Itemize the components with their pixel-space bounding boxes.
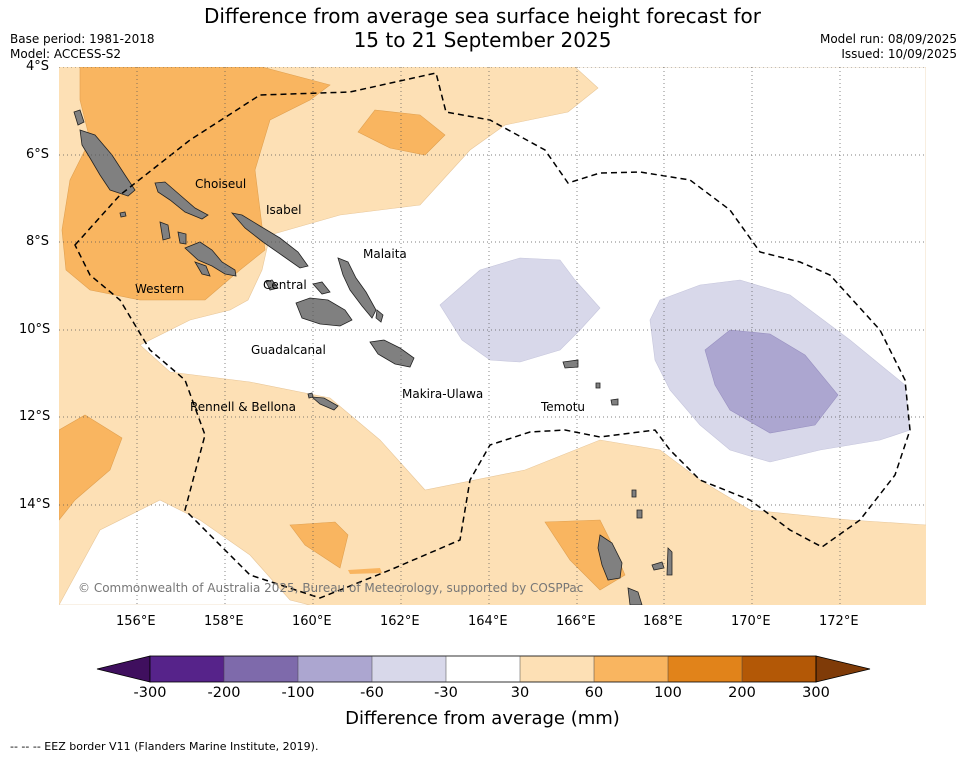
title-line-1: Difference from average sea surface heig… bbox=[203, 4, 762, 28]
anomaly-60-100-east-patch bbox=[357, 109, 446, 156]
land-masses bbox=[73, 109, 673, 605]
label-choiseul: Choiseul bbox=[195, 177, 246, 191]
island-malakula bbox=[627, 587, 643, 605]
anomaly-minus60-100-east bbox=[704, 329, 839, 434]
lon-label-168e: 168°E bbox=[643, 614, 683, 629]
label-malaita: Malaita bbox=[363, 247, 407, 261]
map-title: Difference from average sea surface heig… bbox=[0, 4, 965, 52]
lat-label-8s: 8°S bbox=[26, 234, 50, 249]
island-banks bbox=[636, 509, 643, 519]
lon-label-160e: 160°E bbox=[292, 614, 332, 629]
island-vanikoro bbox=[610, 398, 619, 406]
island-rendova bbox=[194, 261, 211, 277]
label-temotu: Temotu bbox=[540, 400, 585, 414]
lon-label-172e: 172°E bbox=[819, 614, 859, 629]
colorbar-tick-minus30: -30 bbox=[434, 685, 458, 701]
lon-label-156e: 156°E bbox=[116, 614, 156, 629]
place-labels: Choiseul Isabel Malaita Western Central … bbox=[135, 177, 585, 414]
lon-label-166e: 166°E bbox=[556, 614, 596, 629]
colorbar-tick-minus200: -200 bbox=[207, 685, 241, 701]
label-makira-ulawa: Makira-Ulawa bbox=[402, 387, 483, 401]
colorbar-bin-2 bbox=[224, 656, 298, 682]
map-area: Choiseul Isabel Malaita Western Central … bbox=[59, 67, 926, 605]
colorbar bbox=[96, 655, 871, 683]
lon-label-164e: 164°E bbox=[468, 614, 508, 629]
eez-legend: -- -- -- EEZ border V11 (Flanders Marine… bbox=[10, 740, 319, 753]
island-south-malaita bbox=[375, 309, 384, 323]
island-new-georgia bbox=[184, 241, 237, 277]
graticule bbox=[59, 67, 926, 605]
colorbar-bin-1 bbox=[150, 656, 224, 682]
anomaly-60-100-southwest bbox=[59, 414, 123, 521]
island-guadalcanal bbox=[295, 297, 353, 327]
model-run: Model run: 08/09/2025 bbox=[819, 32, 957, 46]
island-makira bbox=[369, 339, 415, 368]
island-rennell bbox=[310, 396, 339, 411]
label-isabel: Isabel bbox=[266, 203, 301, 217]
model-name: Model: ACCESS-S2 bbox=[10, 47, 122, 61]
island-nendo bbox=[562, 359, 579, 369]
island-russell bbox=[265, 279, 279, 291]
island-pentecost bbox=[666, 547, 673, 576]
lat-label-6s: 6°S bbox=[26, 147, 50, 162]
lat-label-4s: 4°S bbox=[26, 59, 50, 74]
lat-label-14s: 14°S bbox=[19, 497, 51, 512]
island-vella-lavella bbox=[159, 221, 171, 241]
colorbar-title: Difference from average (mm) bbox=[345, 708, 620, 729]
meta-left: Base period: 1981-2018 Model: ACCESS-S2 bbox=[10, 32, 155, 62]
anomaly-neutral-southwest bbox=[59, 499, 311, 605]
colorbar-bin-5 bbox=[446, 656, 520, 682]
island-buka bbox=[73, 109, 85, 126]
copyright-notice: © Commonwealth of Australia 2025, Bureau… bbox=[78, 581, 583, 595]
colorbar-low-extension bbox=[96, 655, 151, 683]
label-rennell-bellona: Rennell & Bellona bbox=[190, 400, 296, 414]
island-ranongga bbox=[177, 231, 187, 245]
colorbar-bin-8 bbox=[668, 656, 742, 682]
island-utupua bbox=[595, 382, 601, 389]
anomaly-60-100-strip bbox=[348, 568, 382, 574]
colorbar-tick-300: 300 bbox=[802, 685, 830, 701]
colorbar-tick-minus60: -60 bbox=[360, 685, 384, 701]
label-western: Western bbox=[135, 282, 184, 296]
island-malaita bbox=[337, 257, 377, 319]
eez-border bbox=[74, 72, 911, 599]
lon-label-170e: 170°E bbox=[731, 614, 771, 629]
label-central: Central bbox=[263, 278, 307, 292]
lat-label-12s: 12°S bbox=[19, 409, 51, 424]
colorbar-tick-200: 200 bbox=[728, 685, 756, 701]
colorbar-bin-7 bbox=[594, 656, 668, 682]
island-espiritu-santo bbox=[597, 534, 623, 581]
colorbar-bin-9 bbox=[742, 656, 816, 682]
label-guadalcanal: Guadalcanal bbox=[251, 343, 326, 357]
colorbar-tick-100: 100 bbox=[654, 685, 682, 701]
anomaly-60-100-south bbox=[289, 521, 349, 569]
island-isabel bbox=[230, 212, 309, 269]
island-nggela bbox=[312, 281, 331, 295]
island-torres bbox=[631, 489, 637, 498]
island-choiseul bbox=[154, 181, 209, 220]
island-north-solomons bbox=[119, 211, 127, 218]
colorbar-tick-60: 60 bbox=[584, 685, 604, 701]
colorbar-tick-minus300: -300 bbox=[133, 685, 167, 701]
title-line-2: 15 to 21 September 2025 bbox=[353, 28, 612, 52]
colorbar-bin-6 bbox=[520, 656, 594, 682]
lon-label-162e: 162°E bbox=[380, 614, 420, 629]
lat-label-10s: 10°S bbox=[19, 322, 51, 337]
colorbar-tick-30: 30 bbox=[510, 685, 530, 701]
colorbar-tick-minus100: -100 bbox=[281, 685, 315, 701]
colorbar-high-extension bbox=[815, 655, 871, 683]
island-bougainville bbox=[79, 129, 136, 197]
anomaly-minus30-60-central bbox=[439, 257, 601, 363]
colorbar-bin-3 bbox=[298, 656, 372, 682]
issued-date: Issued: 10/09/2025 bbox=[841, 47, 957, 61]
base-period: Base period: 1981-2018 bbox=[10, 32, 155, 46]
lon-label-158e: 158°E bbox=[204, 614, 244, 629]
meta-right: Model run: 08/09/2025 Issued: 10/09/2025 bbox=[820, 32, 957, 62]
colorbar-bin-4 bbox=[372, 656, 446, 682]
island-bellona bbox=[307, 392, 314, 399]
